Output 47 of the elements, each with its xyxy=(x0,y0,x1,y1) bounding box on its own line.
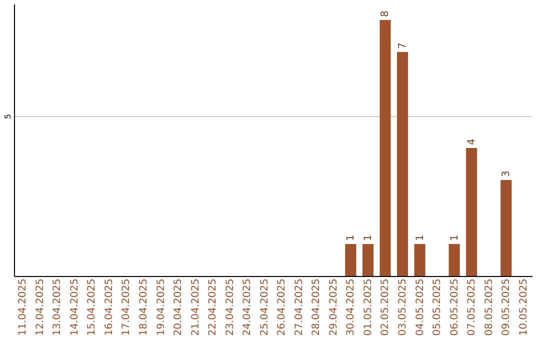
data-label: 3 xyxy=(501,170,512,177)
bar xyxy=(414,244,426,276)
x-tick-label: 29.04.2025 xyxy=(328,278,340,336)
x-tick-label: 30.04.2025 xyxy=(346,278,357,336)
x-tick-label: 24.04.2025 xyxy=(242,278,254,336)
data-label: 1 xyxy=(449,234,460,241)
bar xyxy=(345,244,356,276)
x-tick-label: 28.04.2025 xyxy=(311,278,322,336)
x-tick-label: 27.04.2025 xyxy=(294,278,305,336)
x-tick-label: 06.05.2025 xyxy=(449,278,460,336)
x-tick-label: 12.04.2025 xyxy=(34,278,46,336)
data-label: 4 xyxy=(466,138,478,145)
x-tick-label: 03.05.2025 xyxy=(398,278,408,336)
bar xyxy=(362,244,374,276)
x-tick-label: 20.04.2025 xyxy=(173,278,184,336)
x-tick-label: 16.04.2025 xyxy=(104,278,115,336)
bar xyxy=(396,52,408,276)
y-tick-label: 5 xyxy=(4,114,12,120)
x-tick-label: 13.04.2025 xyxy=(52,278,64,336)
x-tick-label: 25.04.2025 xyxy=(259,278,270,336)
x-tick-label: 01.05.2025 xyxy=(362,278,374,336)
x-tick-label: 17.04.2025 xyxy=(121,278,132,336)
bar xyxy=(500,180,512,276)
bar xyxy=(466,148,478,276)
data-label: 1 xyxy=(362,234,374,241)
data-label: 1 xyxy=(346,234,357,241)
x-tick-label: 10.05.2025 xyxy=(518,278,530,336)
x-tick-label: 23.04.2025 xyxy=(224,278,236,336)
x-tick-label: 04.05.2025 xyxy=(414,278,426,336)
data-label: 7 xyxy=(398,42,408,49)
data-label: 8 xyxy=(380,10,392,17)
x-tick-label: 18.04.2025 xyxy=(138,278,150,336)
x-tick-label: 19.04.2025 xyxy=(156,278,167,336)
x-tick-label: 07.05.2025 xyxy=(466,278,478,336)
x-tick-label: 09.05.2025 xyxy=(501,278,512,336)
x-tick-label: 11.04.2025 xyxy=(18,278,29,336)
x-tick-label: 15.04.2025 xyxy=(86,278,98,336)
bar xyxy=(380,20,391,276)
bar xyxy=(448,244,460,276)
x-tick-label: 22.04.2025 xyxy=(208,278,219,336)
x-tick-label: 26.04.2025 xyxy=(276,278,288,336)
x-tick-label: 14.04.2025 xyxy=(69,278,80,336)
x-tick-label: 02.05.2025 xyxy=(380,278,392,336)
data-label: 1 xyxy=(414,234,426,241)
x-tick-label: 05.05.2025 xyxy=(432,278,444,336)
x-tick-label: 21.04.2025 xyxy=(190,278,202,336)
x-tick-label: 08.05.2025 xyxy=(484,278,495,336)
